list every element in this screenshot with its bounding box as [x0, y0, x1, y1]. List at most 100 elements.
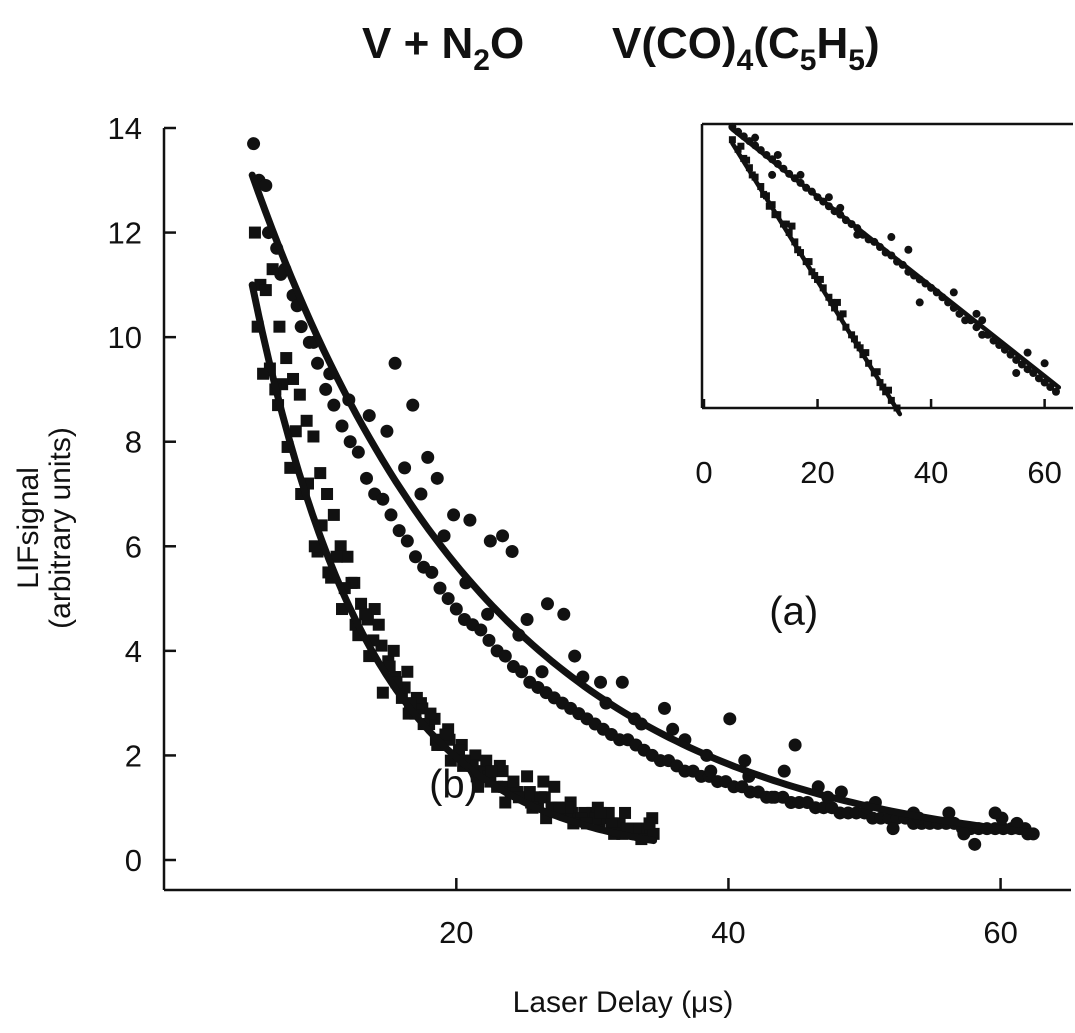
inset-fit-lines [730, 127, 1062, 417]
inset-plot: 0 20 40 60 [695, 122, 1073, 490]
main-plot: 0 2 4 6 8 10 12 14 20 40 60 (a) (b) [108, 111, 1071, 950]
inset-data-point-a [915, 298, 924, 307]
data-point-a [414, 487, 428, 501]
chart-title: V + N2O V(CO)4(C5H5) [362, 19, 880, 77]
data-point-b [259, 284, 272, 297]
inset-data-point-a [1034, 374, 1043, 383]
main-y-tick-label: 10 [108, 320, 142, 355]
main-y-tick-label: 0 [125, 843, 142, 878]
annotation-a: (a) [769, 590, 818, 634]
inset-data-point-b [737, 142, 745, 150]
data-point-b [621, 822, 634, 835]
inset-data-point-b [782, 220, 790, 228]
data-point-a [449, 602, 463, 616]
data-point-b [499, 796, 512, 809]
main-y-ticks: 0 2 4 6 8 10 12 14 [108, 111, 176, 878]
data-point-a [886, 822, 900, 836]
title-precursor-mid2: H [816, 19, 848, 68]
title-precursor-sub3: 5 [848, 44, 865, 77]
title-reaction-sub: 2 [473, 44, 490, 77]
data-point-b [334, 540, 347, 553]
inset-x-ticks: 0 20 40 60 [695, 399, 1062, 490]
title-precursor-sub2: 5 [800, 44, 817, 77]
data-point-b [472, 780, 485, 793]
inset-data-point-b [816, 275, 824, 283]
data-point-a [430, 471, 444, 485]
main-x-ticks: 20 40 60 [439, 878, 1018, 950]
inset-data-point-b [728, 136, 736, 144]
fit-curves [248, 171, 1039, 845]
data-point-a [988, 806, 1002, 820]
inset-data-point-a [768, 170, 777, 179]
data-point-a [496, 529, 510, 543]
data-point-a [474, 623, 488, 637]
inset-x-tick-label: 40 [914, 455, 948, 490]
data-point-a [482, 633, 496, 647]
y-axis-label-line1: LIFsignal [12, 467, 45, 589]
data-point-a [481, 607, 495, 621]
data-point-a [311, 356, 325, 370]
data-point-b [480, 754, 493, 767]
data-point-b [485, 765, 498, 778]
annotation-b: (b) [429, 762, 478, 806]
inset-data-point-a [887, 233, 896, 242]
data-point-b [469, 749, 482, 762]
data-point-a [498, 649, 512, 663]
data-point-b [507, 775, 520, 788]
data-point-b [327, 508, 340, 521]
inset-data-point-a [972, 309, 981, 318]
data-point-a [777, 764, 791, 778]
data-point-a [666, 722, 680, 736]
data-point-a [788, 738, 802, 752]
data-point-a [400, 534, 414, 548]
inset-data-point-b [833, 298, 841, 306]
main-y-tick-label: 8 [125, 425, 142, 460]
title-precursor-mid: (C [753, 19, 799, 68]
inset-data-point-a [1012, 368, 1021, 377]
data-point-b [387, 644, 400, 657]
main-y-tick-label: 6 [125, 529, 142, 564]
main-y-tick-label: 2 [125, 738, 142, 773]
data-point-a [520, 612, 534, 626]
inset-data-point-b [885, 386, 892, 394]
inset-background [702, 124, 1073, 408]
title-reaction-base: V + N [362, 19, 473, 68]
data-point-b [368, 603, 381, 616]
inset-data-point-b [743, 156, 751, 164]
data-point-b [521, 770, 534, 783]
inset-data-point-a [773, 150, 782, 159]
inset-data-point-a [961, 316, 970, 325]
data-point-b [273, 320, 286, 333]
inset-data-point-a [836, 203, 845, 212]
data-point-a [343, 435, 357, 449]
data-point-a [351, 445, 365, 459]
inset-data-point-a [824, 193, 833, 202]
data-point-a [327, 398, 341, 412]
inset-data-point-a [1051, 387, 1060, 396]
inset-x-tick-label: 0 [695, 455, 712, 490]
data-point-a [568, 649, 582, 663]
data-point-a [441, 592, 455, 606]
inset-data-point-a [1040, 359, 1049, 368]
main-y-tick-label: 14 [108, 111, 142, 146]
data-point-a [398, 461, 412, 475]
data-point-a [447, 508, 461, 522]
data-point-b [307, 430, 320, 443]
data-point-a [433, 581, 447, 595]
data-point-a [408, 550, 422, 564]
data-point-b [330, 550, 343, 563]
data-point-a [1010, 816, 1024, 830]
data-point-b [321, 488, 334, 500]
data-point-b [359, 608, 372, 621]
main-x-tick-label: 60 [983, 915, 1017, 950]
y-axis-label-line2: (arbitrary units) [44, 427, 77, 629]
data-point-b [308, 540, 321, 553]
data-point-b [376, 686, 389, 699]
title-reaction: V + N2O [362, 19, 524, 77]
data-point-b [341, 550, 354, 563]
data-point-b [605, 817, 618, 830]
data-point-a [723, 712, 737, 726]
data-point-b [372, 618, 385, 631]
inset-data-point-b [862, 349, 870, 357]
